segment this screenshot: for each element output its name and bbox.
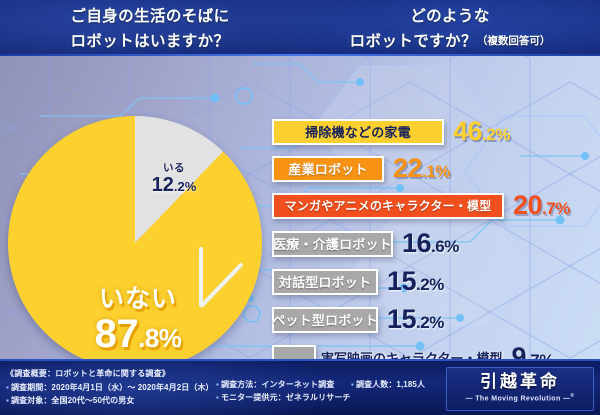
footer-target-row: ▪ 調査対象：全国20代～50代の男女: [6, 394, 214, 407]
pie-separator-start: [198, 247, 203, 307]
bullet-icon: ▪: [216, 380, 219, 389]
pie-label-major: いない 87.8%: [38, 285, 238, 354]
pie-minor-dec: .2%: [173, 179, 197, 194]
header-question-left: ご自身の生活のそばに ロボットはいますか？: [4, 4, 296, 54]
pie-chart: [8, 116, 262, 359]
bullet-icon: ▪: [216, 393, 219, 403]
pie-label-major-text: いない: [98, 285, 177, 313]
bullet-icon: ▪: [6, 396, 9, 406]
bar-chart: 掃除機などの家電 46.2% 産業ロボット 22.1% マンガやアニメのキャラク…: [272, 116, 600, 359]
bar-value: 16.6%: [402, 228, 459, 258]
bar-value: 22.1%: [393, 153, 450, 183]
bar-value: 9.7%: [511, 342, 554, 360]
bar-fill: マンガやアニメのキャラクター・模型: [272, 192, 504, 219]
pie-label-minor: いる 12.2%: [128, 160, 220, 196]
header-left-line1: ご自身の生活のそばに: [70, 8, 230, 25]
bar-label: 産業ロボット: [288, 162, 368, 177]
bar-value: 15.2%: [387, 266, 444, 296]
footer-summary-title: 《調査概要：ロボットと革命に関する調査》: [6, 369, 170, 378]
bar-label: マンガやアニメのキャラクター・模型: [284, 199, 492, 213]
bar-row: 実写映画のキャラクター・模型 9.7%: [272, 344, 554, 359]
header-question-right: どのような ロボットですか？（複数回答可）: [304, 4, 596, 54]
bar-row: ペット型ロボット 15.2%: [272, 306, 444, 333]
bar-label: 掃除機などの家電: [305, 125, 411, 140]
bar-value: 46.2%: [453, 116, 510, 146]
header-right-line2: ロボットですか？（複数回答可）: [304, 29, 596, 54]
bar-label: 医療・介護ロボット: [273, 237, 392, 252]
bar-row: 産業ロボット 22.1%: [272, 155, 450, 182]
bar-label: 対話型ロボット: [278, 275, 372, 290]
bar-label: 実写映画のキャラクター・模型: [321, 351, 503, 359]
bar-row: 対話型ロボット 15.2%: [272, 268, 444, 295]
bar-label: ペット型ロボット: [272, 313, 378, 328]
footer-period-row: ▪ 調査期間：2020年4月1日（水）～ 2020年4月2日（木）: [6, 381, 214, 394]
footer-period: 調査期間：2020年4月1日（水）～ 2020年4月2日（木）: [10, 383, 214, 392]
header-right-note: （複数回答可）: [476, 35, 551, 48]
footer-monitor-row: ▪ モニター提供元：ゼネラルリサーチ: [216, 391, 425, 404]
header-left-line2: ロボットはいますか？: [70, 33, 230, 51]
bar-value: 15.2%: [387, 304, 444, 334]
header-right-line1: どのような: [410, 8, 490, 25]
brand-logo-en: — The Moving Revolution —®: [465, 392, 575, 403]
bar-row: 掃除機などの家電 46.2%: [272, 118, 510, 145]
brand-logo[interactable]: 引越革命 — The Moving Revolution —®: [446, 367, 594, 411]
bar-fill: 対話型ロボット: [272, 268, 378, 295]
footer-band: 《調査概要：ロボットと革命に関する調査》 ▪ 調査期間：2020年4月1日（水）～…: [0, 359, 600, 415]
bar-fill: 医療・介護ロボット: [272, 230, 393, 257]
pie-gap-separators: [135, 243, 262, 359]
pie-slices: [8, 116, 262, 359]
footer-method-row: ▪ 調査方法：インターネット調査 ▪ 調査人数：1,185人: [216, 378, 425, 391]
pie-minor-int: 12: [151, 174, 174, 196]
header-band: ご自身の生活のそばに ロボットはいますか？ どのような ロボットですか？（複数回…: [0, 0, 600, 56]
pie-major-dec: .8%: [138, 322, 182, 353]
bar-row: マンガやアニメのキャラクター・模型 20.7%: [272, 192, 570, 219]
bar-fill: ペット型ロボット: [272, 306, 378, 333]
footer-count: 調査人数：1,185人: [355, 380, 426, 389]
footer-target: 調査対象：全国20代～50代の男女: [10, 396, 135, 406]
pie-label-minor-text: いる: [163, 162, 185, 174]
bar-row: 医療・介護ロボット 16.6%: [272, 230, 459, 257]
footer-column-left: 《調査概要：ロボットと革命に関する調査》 ▪ 調査期間：2020年4月1日（水）～…: [6, 368, 214, 407]
bar-fill: 掃除機などの家電: [272, 118, 444, 145]
footer-method: 調査方法：インターネット調査: [220, 380, 335, 389]
registered-icon: ®: [570, 392, 575, 399]
pie-major-int: 87: [94, 311, 139, 356]
body-background: いる 12.2% いない 87.8% (n=1,185人) (n=145人) 掃…: [0, 56, 600, 359]
brand-logo-jp: 引越革命: [480, 372, 560, 391]
header-right-line2-text: ロボットですか？: [349, 33, 477, 51]
bar-fill: 産業ロボット: [272, 155, 384, 182]
footer-monitor: モニター提供元：ゼネラルリサーチ: [220, 393, 351, 403]
pie-label-minor-value: 12.2%: [128, 175, 220, 196]
pie-label-major-value: 87.8%: [38, 314, 238, 354]
bar-value: 20.7%: [513, 190, 570, 220]
bar-fill: [272, 344, 316, 359]
bullet-icon: ▪: [351, 380, 354, 389]
bullet-icon: ▪: [6, 383, 9, 392]
footer-column-right: ▪ 調査方法：インターネット調査 ▪ 調査人数：1,185人 ▪ モニター提供元：ゼネ…: [216, 368, 425, 404]
